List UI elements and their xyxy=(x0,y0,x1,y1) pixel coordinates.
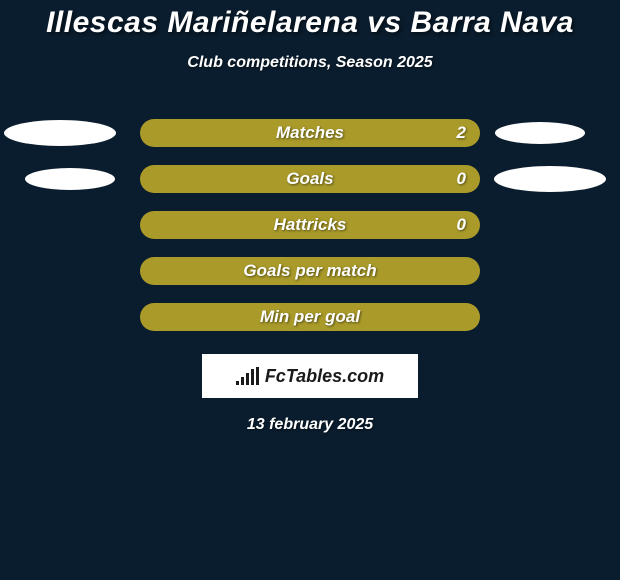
stat-bar: Goals0 xyxy=(140,165,480,193)
page-subtitle: Club competitions, Season 2025 xyxy=(0,54,620,72)
stat-label: Goals xyxy=(140,165,480,193)
stat-bar: Goals per match xyxy=(140,257,480,285)
left-player-marker xyxy=(4,120,116,146)
comparison-row: Goals per match xyxy=(0,248,620,294)
stat-value: 2 xyxy=(457,119,466,147)
left-player-marker xyxy=(25,168,115,190)
brand-chart-icon xyxy=(236,367,259,385)
brand-icon-bar xyxy=(241,377,244,385)
comparison-row: Goals0 xyxy=(0,156,620,202)
comparison-row: Matches2 xyxy=(0,110,620,156)
brand-box: FcTables.com xyxy=(202,354,418,398)
brand-icon-bar xyxy=(246,373,249,385)
brand-text: FcTables.com xyxy=(265,366,384,387)
stat-label: Matches xyxy=(140,119,480,147)
brand-icon-bar xyxy=(251,369,254,385)
stat-bar: Hattricks0 xyxy=(140,211,480,239)
stat-value: 0 xyxy=(457,165,466,193)
page-title: Illescas Mariñelarena vs Barra Nava xyxy=(0,0,620,40)
comparison-row: Min per goal xyxy=(0,294,620,340)
date-text: 13 february 2025 xyxy=(0,416,620,434)
comparison-row: Hattricks0 xyxy=(0,202,620,248)
brand-icon-bar xyxy=(256,367,259,385)
comparison-infographic: Illescas Mariñelarena vs Barra Nava Club… xyxy=(0,0,620,580)
brand-icon-bar xyxy=(236,381,239,385)
right-player-marker xyxy=(494,166,606,192)
stat-label: Goals per match xyxy=(140,257,480,285)
stat-bar: Matches2 xyxy=(140,119,480,147)
right-player-marker xyxy=(495,122,585,144)
stat-label: Hattricks xyxy=(140,211,480,239)
stat-bar: Min per goal xyxy=(140,303,480,331)
stat-value: 0 xyxy=(457,211,466,239)
chart-area: Matches2Goals0Hattricks0Goals per matchM… xyxy=(0,110,620,340)
stat-label: Min per goal xyxy=(140,303,480,331)
